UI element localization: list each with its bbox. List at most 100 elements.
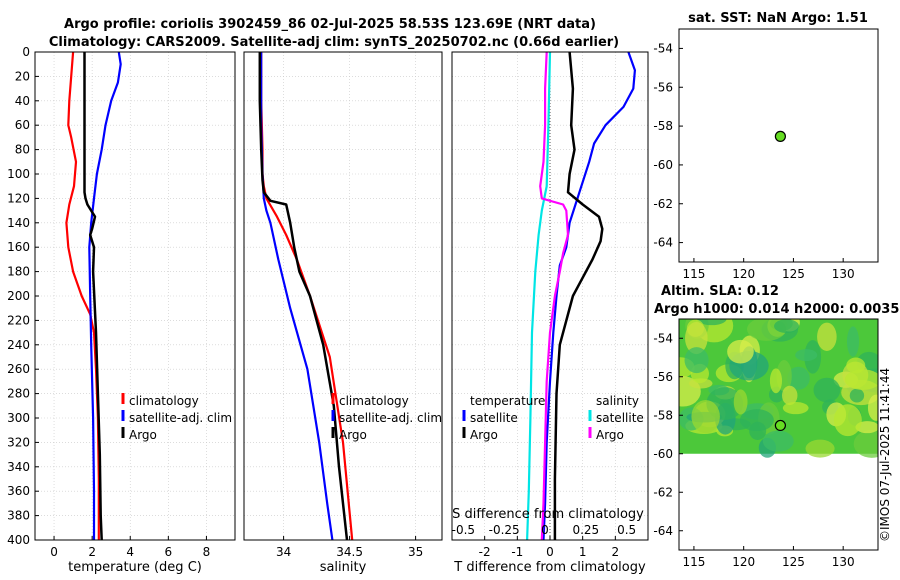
argo-position-marker: [774, 130, 786, 142]
legend-entry: climatology: [129, 394, 199, 408]
x-tick-label: 34.5: [336, 545, 363, 559]
x-tick-label-top: 0.25: [572, 523, 599, 537]
x-tick-label: 125: [782, 555, 805, 569]
y-tick-label: -60: [653, 447, 673, 461]
series-line-satellite-adj.-clim: [88, 52, 122, 540]
map-frame: [678, 28, 879, 263]
y-tick-label: 20: [15, 69, 30, 83]
y-tick-label: 260: [7, 362, 30, 376]
x-tick-label: -2: [479, 545, 491, 559]
x-tick-label-top: -0.5: [452, 523, 475, 537]
series-line-salinity-satellite: [526, 52, 552, 540]
legend-entry: climatology: [339, 394, 409, 408]
heatmap-cell: [846, 326, 860, 357]
heatmap-cell: [867, 394, 878, 421]
legend-heading-salinity: salinity: [596, 394, 639, 408]
sla-title-line1: Altim. SLA: 0.12: [661, 284, 779, 299]
y-tick-label: 160: [7, 240, 30, 254]
sst-title: sat. SST: NaN Argo: 1.51: [688, 11, 868, 26]
y-tick-label: -58: [653, 408, 673, 422]
y-tick-label: 0: [22, 45, 30, 59]
series-line-Argo: [83, 52, 103, 540]
x-axis-label: temperature (deg C): [68, 560, 202, 575]
heatmap-cell: [844, 369, 878, 390]
sla-map-panel: 115 120 125 130 -54 -56 -58 -60 -62 -64: [653, 318, 879, 569]
heatmap-cell: [853, 429, 878, 458]
legend-entry: satellite: [596, 411, 644, 425]
x-tick-label: 120: [732, 555, 755, 569]
heatmap-cell: [849, 388, 865, 403]
main-title-line2: Climatology: CARS2009. Satellite-adj cli…: [49, 35, 619, 50]
x-tick-label-top: 0.5: [617, 523, 636, 537]
series-line-Argo: [258, 52, 349, 540]
x-tick-label-top: -0.25: [489, 523, 520, 537]
y-tick-label: 120: [7, 191, 30, 205]
x-tick-label: 130: [832, 267, 855, 281]
x-tick-label: 1: [579, 545, 587, 559]
heatmap-cell: [733, 389, 748, 415]
legend-entry: Argo: [129, 428, 157, 442]
y-tick-label: 220: [7, 313, 30, 327]
y-tick-label: 100: [7, 167, 30, 181]
y-tick-label: -60: [653, 158, 673, 172]
salinity-panel: 34 34.5 35 salinity climatology satellite-adj…: [243, 51, 443, 575]
main-title-line1: Argo profile: coriolis 3902459_86 02-Jul…: [64, 17, 596, 32]
y-tick-label: 300: [7, 411, 30, 425]
heatmap-cell: [749, 421, 767, 441]
heatmap-cell: [727, 339, 754, 364]
legend-entry: Argo: [339, 428, 367, 442]
x-axis-label: T difference from climatology: [453, 560, 646, 575]
y-tick-label: 320: [7, 435, 30, 449]
heatmap-cell: [813, 377, 841, 403]
y-tick-label: -56: [653, 370, 673, 384]
argo-position-marker: [774, 419, 786, 432]
y-tick-label: -54: [653, 41, 673, 55]
x-tick-label: 115: [682, 555, 705, 569]
heatmap-cell: [833, 404, 862, 437]
heatmap-cell: [781, 385, 798, 406]
x-axis-label: salinity: [320, 560, 367, 575]
y-tick-label: 140: [7, 216, 30, 230]
y-tick-label: -54: [653, 331, 673, 345]
imos-watermark: ©IMOS 07-Jul-2025 11:41:44: [878, 368, 892, 542]
y-tick-label: 80: [15, 143, 30, 157]
x-tick-label: 2: [612, 545, 620, 559]
legend-entry: satellite-adj. clim: [339, 411, 442, 425]
heatmap-cell: [769, 368, 783, 394]
legend-entry: satellite-adj. clim: [129, 411, 232, 425]
x-tick-label: 120: [732, 267, 755, 281]
y-tick-label: 280: [7, 387, 30, 401]
y-tick-label: -64: [653, 524, 673, 538]
x-tick-label: -1: [511, 545, 523, 559]
series-line-salinity-Argo: [539, 52, 570, 540]
legend-entry: Argo: [470, 428, 498, 442]
x-tick-label: 0: [50, 545, 58, 559]
y-tick-label: 400: [7, 533, 30, 547]
heatmap-cell: [762, 430, 794, 452]
series-group: [258, 52, 354, 540]
x-tick-label: 130: [832, 555, 855, 569]
y-tick-label: 180: [7, 265, 30, 279]
difference-panel: -2 -1 0 1 2T difference from climatology S di…: [451, 51, 649, 575]
y-tick-label: 360: [7, 484, 30, 498]
y-tick-label: 380: [7, 509, 30, 523]
y-tick-label: 240: [7, 338, 30, 352]
y-tick-label: 340: [7, 460, 30, 474]
x-tick-label-top: 0: [541, 523, 549, 537]
heatmap-cell: [817, 322, 837, 351]
sla-heatmap: [679, 319, 878, 458]
x-tick-label: 34: [276, 545, 291, 559]
legend-entry: satellite: [470, 411, 518, 425]
y-tick-label: -62: [653, 197, 673, 211]
y-tick-label: 40: [15, 94, 30, 108]
heatmap-cell: [697, 319, 727, 326]
heatmap-cell: [846, 357, 866, 374]
series-line-temperature-satellite: [542, 52, 637, 540]
heatmap-cell: [684, 347, 709, 374]
x-tick-label: 125: [782, 267, 805, 281]
y-tick-label: -56: [653, 80, 673, 94]
y-tick-label: 200: [7, 289, 30, 303]
x-tick-label: 8: [203, 545, 211, 559]
